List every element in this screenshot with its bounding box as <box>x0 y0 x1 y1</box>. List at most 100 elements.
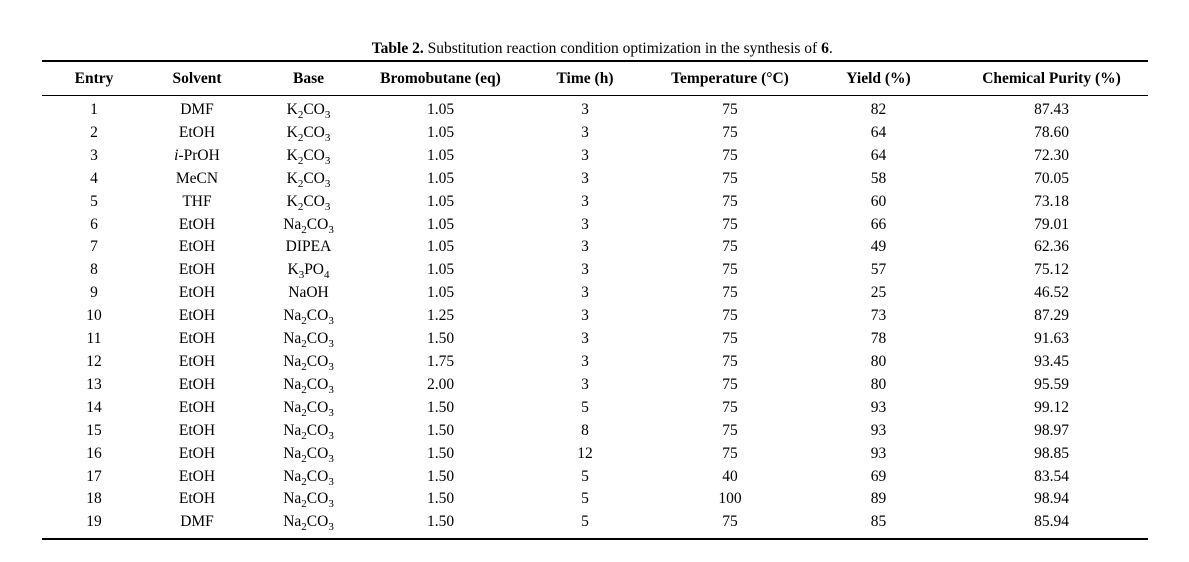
cell-entry: 2 <box>90 123 98 141</box>
cell-temperature: 75 <box>722 238 738 256</box>
cell-purity: 99.12 <box>1034 398 1069 416</box>
cell-temperature: 40 <box>722 467 738 485</box>
cell-base: K2CO3 <box>286 169 331 190</box>
cell-bromobutane: 1.05 <box>426 192 455 210</box>
cell-entry: 16 <box>86 444 102 462</box>
cell-yield: 85 <box>870 513 887 531</box>
cell-temperature: 75 <box>722 146 738 164</box>
table-row: 16 EtOH Na2CO3 1.50 12 75 93 98.85 <box>42 443 1148 466</box>
cell-bromobutane: 1.50 <box>426 398 455 416</box>
cell-bromobutane: 1.05 <box>426 261 455 279</box>
cell-purity: 70.05 <box>1034 169 1069 187</box>
cell-time: 3 <box>581 123 589 141</box>
cell-time: 3 <box>581 215 589 233</box>
cell-yield: 93 <box>870 444 887 462</box>
cell-time: 3 <box>581 284 589 302</box>
cell-solvent: EtOH <box>178 352 216 370</box>
cell-time: 3 <box>581 169 589 187</box>
cell-purity: 98.85 <box>1034 444 1069 462</box>
cell-temperature: 75 <box>722 284 738 302</box>
cell-temperature: 75 <box>722 421 738 439</box>
column-header-temperature: Temperature (°C) <box>671 70 789 87</box>
cell-base: Na2CO3 <box>283 421 334 442</box>
cell-solvent: EtOH <box>178 467 216 485</box>
cell-temperature: 75 <box>722 330 738 348</box>
cell-solvent: EtOH <box>178 215 216 233</box>
cell-bromobutane: 1.05 <box>426 101 455 118</box>
cell-temperature: 75 <box>722 444 738 462</box>
table-row: 19 DMF Na2CO3 1.50 5 75 85 85.94 <box>42 511 1148 539</box>
column-header-purity: Chemical Purity (%) <box>982 70 1121 87</box>
cell-purity: 72.30 <box>1034 146 1069 164</box>
cell-solvent: DMF <box>180 101 214 118</box>
cell-yield: 93 <box>870 421 887 439</box>
cell-time: 3 <box>581 352 589 370</box>
table-row: 8 EtOH K3PO4 1.05 3 75 57 75.12 <box>42 259 1148 282</box>
cell-solvent: EtOH <box>178 398 216 416</box>
table-header: Entry Solvent Base Bromobutane (eq) Time (h)… <box>42 61 1148 96</box>
cell-temperature: 75 <box>722 123 738 141</box>
cell-solvent: EtOH <box>178 375 216 393</box>
table-caption: Table 2. Substitution reaction condition… <box>0 20 1189 77</box>
cell-bromobutane: 1.50 <box>426 467 455 485</box>
cell-bromobutane: 1.50 <box>426 444 455 462</box>
cell-purity: 79.01 <box>1034 215 1069 233</box>
cell-base: Na2CO3 <box>283 490 334 511</box>
cell-base: Na2CO3 <box>283 398 334 419</box>
cell-time: 3 <box>581 146 589 164</box>
cell-solvent: DMF <box>180 513 214 531</box>
column-header-yield: Yield (%) <box>846 70 911 87</box>
cell-time: 3 <box>581 307 589 325</box>
cell-entry: 1 <box>90 101 98 118</box>
column-header-time: Time (h) <box>556 70 614 87</box>
table-caption-period: . <box>828 40 833 57</box>
table-caption-text: Substitution reaction condition optimiza… <box>423 40 822 57</box>
cell-yield: 69 <box>870 467 887 485</box>
cell-temperature: 75 <box>722 192 738 210</box>
cell-purity: 87.43 <box>1034 101 1069 118</box>
cell-purity: 62.36 <box>1034 238 1069 256</box>
cell-base: Na2CO3 <box>283 444 334 465</box>
column-header-solvent: Solvent <box>172 70 222 87</box>
cell-temperature: 75 <box>722 513 738 531</box>
cell-base: K2CO3 <box>286 101 331 122</box>
cell-yield: 66 <box>870 215 887 233</box>
cell-purity: 93.45 <box>1034 352 1069 370</box>
cell-temperature: 75 <box>722 101 738 118</box>
cell-entry: 10 <box>86 307 102 325</box>
cell-bromobutane: 1.50 <box>426 513 455 531</box>
cell-solvent: THF <box>182 192 212 210</box>
cell-temperature: 75 <box>722 261 738 279</box>
cell-base: K3PO4 <box>287 261 330 282</box>
cell-entry: 11 <box>86 330 102 348</box>
cell-entry: 15 <box>86 421 102 439</box>
cell-solvent: MeCN <box>175 169 219 187</box>
table-row: 1 DMF K2CO3 1.05 3 75 82 87.43 <box>42 96 1148 122</box>
cell-bromobutane: 1.50 <box>426 421 455 439</box>
cell-entry: 4 <box>90 169 98 187</box>
cell-entry: 13 <box>86 375 102 393</box>
cell-solvent: i-PrOH <box>174 146 220 164</box>
cell-purity: 78.60 <box>1034 123 1069 141</box>
cell-purity: 75.12 <box>1034 261 1069 279</box>
cell-time: 3 <box>581 192 589 210</box>
cell-yield: 80 <box>870 375 887 393</box>
table-row: 14 EtOH Na2CO3 1.50 5 75 93 99.12 <box>42 397 1148 420</box>
cell-time: 3 <box>581 330 589 348</box>
cell-entry: 7 <box>90 238 98 256</box>
cell-base: Na2CO3 <box>283 467 334 488</box>
cell-bromobutane: 2.00 <box>426 375 455 393</box>
table-row: 11 EtOH Na2CO3 1.50 3 75 78 91.63 <box>42 328 1148 351</box>
cell-entry: 8 <box>90 261 98 279</box>
cell-temperature: 75 <box>722 375 738 393</box>
cell-entry: 5 <box>90 192 98 210</box>
cell-base: Na2CO3 <box>283 215 334 236</box>
cell-base: K2CO3 <box>286 123 331 144</box>
table-row: 9 EtOH NaOH 1.05 3 75 25 46.52 <box>42 282 1148 305</box>
cell-temperature: 100 <box>718 490 742 508</box>
table-row: 17 EtOH Na2CO3 1.50 5 40 69 83.54 <box>42 466 1148 489</box>
cell-base: Na2CO3 <box>283 375 334 396</box>
cell-time: 5 <box>581 467 589 485</box>
column-header-bromobutane: Bromobutane (eq) <box>380 70 501 87</box>
